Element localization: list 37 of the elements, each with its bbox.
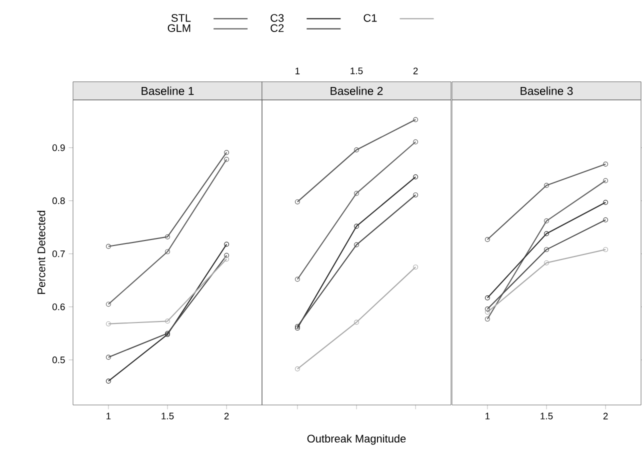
point bbox=[544, 182, 549, 188]
point bbox=[354, 224, 359, 229]
legend-label: C3 bbox=[270, 14, 284, 22]
x-axis-title: Outbreak Magnitude bbox=[307, 434, 406, 445]
point bbox=[544, 260, 549, 266]
x-tick-label: 1.5 bbox=[540, 412, 553, 420]
point bbox=[354, 190, 359, 196]
chart-title: Baseline 3 bbox=[520, 86, 573, 95]
point bbox=[354, 147, 359, 152]
legend-label: GLM bbox=[168, 24, 190, 32]
x-tick-label: 1.5 bbox=[162, 412, 174, 420]
legend-label: C2 bbox=[270, 24, 284, 32]
point bbox=[544, 247, 549, 252]
x-tick-label: 1 bbox=[296, 68, 300, 74]
y-tick-label: 0.6 bbox=[52, 304, 65, 310]
point bbox=[354, 242, 359, 248]
x-tick-label: 2 bbox=[603, 412, 608, 420]
x-tick-label: 1 bbox=[106, 412, 111, 420]
point bbox=[544, 231, 549, 236]
chart-title: Baseline 2 bbox=[330, 86, 383, 95]
chart-title: Baseline 1 bbox=[142, 86, 194, 95]
point bbox=[165, 234, 170, 240]
x-tick-label: 2 bbox=[413, 68, 418, 74]
point bbox=[354, 320, 359, 325]
point bbox=[165, 318, 170, 324]
legend-label: C1 bbox=[364, 14, 377, 22]
x-tick-label: 1 bbox=[486, 412, 490, 420]
x-tick-label: 1.5 bbox=[350, 68, 363, 74]
y-tick-label: 0.5 bbox=[52, 356, 65, 364]
point bbox=[544, 218, 549, 224]
y-tick-label: 0.7 bbox=[52, 250, 65, 258]
y-tick-label: 0.9 bbox=[52, 144, 65, 152]
y-tick-label: 0.8 bbox=[52, 197, 65, 204]
legend-label: STL bbox=[171, 14, 191, 22]
y-axis-title: Percent Detected bbox=[37, 210, 46, 294]
point bbox=[165, 249, 170, 254]
x-tick-label: 2 bbox=[224, 412, 229, 420]
